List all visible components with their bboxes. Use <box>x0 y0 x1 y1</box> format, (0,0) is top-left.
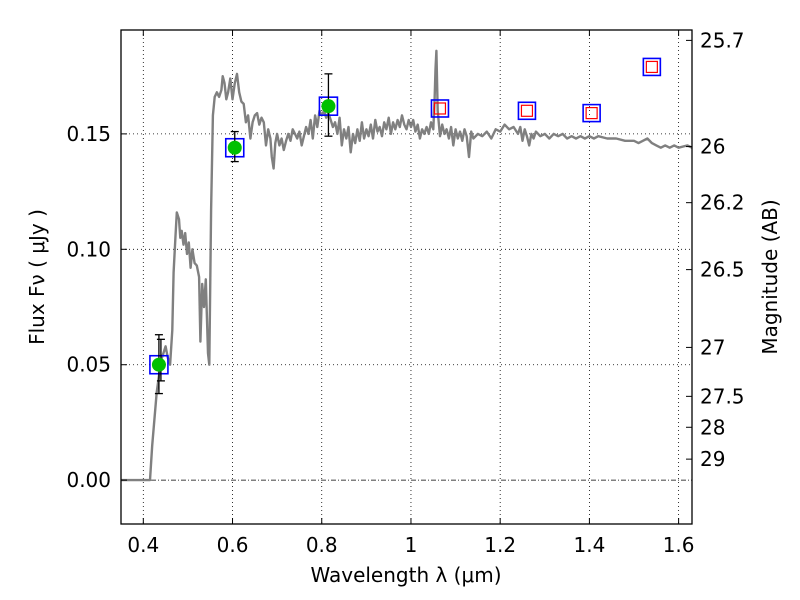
plot-frame <box>120 29 693 525</box>
observed-flux-point <box>227 140 242 155</box>
y-tick-label: 0.05 <box>66 353 111 377</box>
synthetic-box-outer <box>430 99 450 118</box>
y2-tick-label: 27 <box>700 335 725 359</box>
model-spectrum-line <box>121 49 693 482</box>
x-tick-label: 1.2 <box>484 533 516 557</box>
y-axis-title: Flux Fν ( μJy ) <box>25 209 49 345</box>
model-spectrum <box>121 49 693 482</box>
x-tick-label: 0.8 <box>306 533 338 557</box>
y2-axis-title: Magnitude (AB) <box>758 199 782 354</box>
y-tick-label: 0.00 <box>66 468 111 492</box>
axis-ticks: 0.4 0.6 0.8 1 1.2 1.4 1.6 0.00 0.05 0.10 0.15 25.7 2… <box>66 28 744 557</box>
y2-tick-label: 28 <box>700 415 725 439</box>
synthetic-box-outer <box>582 103 601 123</box>
synthetic-box-inner <box>433 102 447 115</box>
synthetic-box-inner <box>520 104 534 117</box>
observed-flux-point <box>151 357 166 372</box>
x-tick-label: 1.6 <box>663 533 695 557</box>
observed-flux-point <box>321 99 336 114</box>
x-tick-label: 1.4 <box>573 533 605 557</box>
y2-tick-label: 27.5 <box>700 384 745 408</box>
x-tick-label: 1 <box>405 533 418 557</box>
y2-tick-label: 26.2 <box>700 191 745 215</box>
y2-tick-label: 25.7 <box>700 28 745 52</box>
x-tick-label: 0.4 <box>127 533 159 557</box>
synthetic-box-inner <box>585 107 598 120</box>
y2-tick-label: 26 <box>700 135 725 159</box>
x-tick-label: 0.6 <box>217 533 249 557</box>
photometry-points <box>149 57 662 395</box>
y-tick-label: 0.10 <box>66 237 111 261</box>
x-axis-title: Wavelength λ (μm) <box>310 563 501 587</box>
synthetic-box-outer <box>517 101 537 121</box>
y-tick-label: 0.15 <box>66 122 111 146</box>
y2-tick-label: 29 <box>700 447 725 471</box>
y2-tick-label: 26.5 <box>700 258 745 282</box>
synthetic-box-outer <box>642 57 662 77</box>
synthetic-box-inner <box>645 60 658 74</box>
